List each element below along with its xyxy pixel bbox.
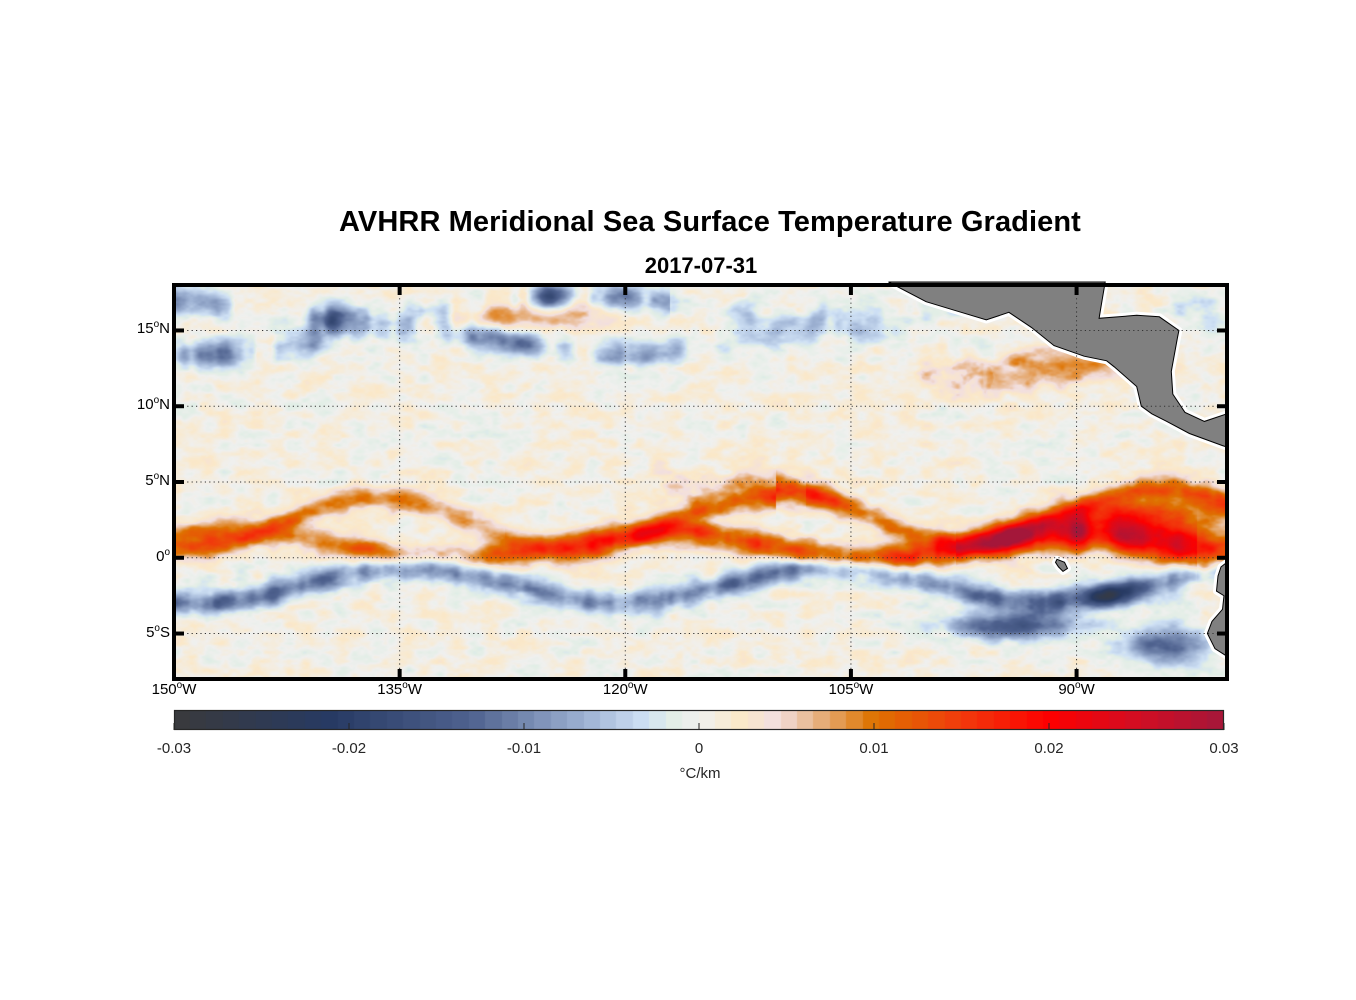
degree-symbol: o <box>627 680 634 691</box>
degree-symbol: o <box>154 622 160 634</box>
chart-subtitle: 2017-07-31 <box>644 253 758 278</box>
tick-hemisphere: W <box>633 681 648 698</box>
degree-symbol: o <box>1075 680 1081 691</box>
colorbar-gradient <box>174 710 1224 730</box>
colorbar-tick-label: 0.03 <box>1209 740 1239 757</box>
colorbar-tick-label: 0.01 <box>859 740 889 757</box>
tick-value: 120 <box>602 681 628 698</box>
colorbar-tick-label: -0.03 <box>156 740 192 757</box>
colorbar <box>173 709 1225 731</box>
tick-hemisphere: W <box>407 681 423 698</box>
degree-symbol: o <box>402 680 408 691</box>
x-tick-label: 120oW <box>585 680 665 699</box>
tick-hemisphere: N <box>159 320 170 338</box>
tick-hemisphere: W <box>1080 681 1095 698</box>
tick-hemisphere: N <box>159 396 170 414</box>
degree-symbol: o <box>176 680 183 691</box>
tick-value: 5 <box>145 472 154 489</box>
colorbar-tick-label: -0.02 <box>331 740 367 757</box>
y-tick-label: 15oN <box>110 319 170 338</box>
x-tick-label: 150oW <box>134 680 214 699</box>
degree-symbol: o <box>164 546 170 558</box>
tick-value: 90 <box>1058 681 1076 698</box>
tick-value: 0 <box>156 547 165 565</box>
map-plot-area <box>172 278 1231 681</box>
degree-symbol: o <box>853 680 860 691</box>
y-tick-label: 5oS <box>110 622 170 641</box>
tick-value: 10 <box>136 396 154 414</box>
tick-value: 135 <box>377 681 403 698</box>
tick-value: 5 <box>146 623 155 641</box>
y-tick-label: 10oN <box>110 395 170 414</box>
y-tick-label: 5oN <box>110 471 170 490</box>
colorbar-unit-label: °C/km <box>679 765 721 782</box>
tick-hemisphere: W <box>859 681 874 698</box>
map-overlay <box>172 278 1231 681</box>
x-tick-label: 135oW <box>360 680 440 699</box>
x-tick-label: 90oW <box>1037 680 1117 699</box>
tick-hemisphere: S <box>159 623 170 641</box>
colorbar-tick-label: -0.01 <box>506 740 542 757</box>
colorbar-ticks <box>173 709 1225 731</box>
y-tick-label: 0o <box>110 546 170 565</box>
degree-symbol: o <box>153 395 160 407</box>
land-mass-galapagos <box>1054 558 1069 573</box>
tick-value: 15 <box>136 320 154 338</box>
map-frame <box>172 283 1229 681</box>
colorbar-frame <box>173 709 1225 731</box>
colorbar-tick-label: 0.02 <box>1034 740 1064 757</box>
chart-title: AVHRR Meridional Sea Surface Temperature… <box>339 206 1081 238</box>
tick-value: 105 <box>828 681 854 698</box>
tick-value: 150 <box>151 681 177 698</box>
colorbar-tick-label: 0 <box>694 740 704 757</box>
tick-hemisphere: W <box>182 681 197 698</box>
x-tick-label: 105oW <box>811 680 891 699</box>
degree-symbol: o <box>153 319 160 331</box>
tick-hemisphere: N <box>159 472 170 489</box>
sst-gradient-heatmap <box>174 285 1227 679</box>
degree-symbol: o <box>153 471 160 482</box>
